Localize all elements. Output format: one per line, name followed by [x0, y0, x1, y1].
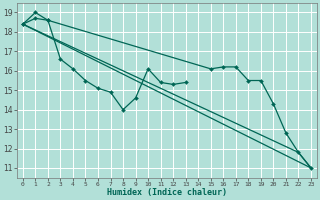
X-axis label: Humidex (Indice chaleur): Humidex (Indice chaleur): [107, 188, 227, 197]
